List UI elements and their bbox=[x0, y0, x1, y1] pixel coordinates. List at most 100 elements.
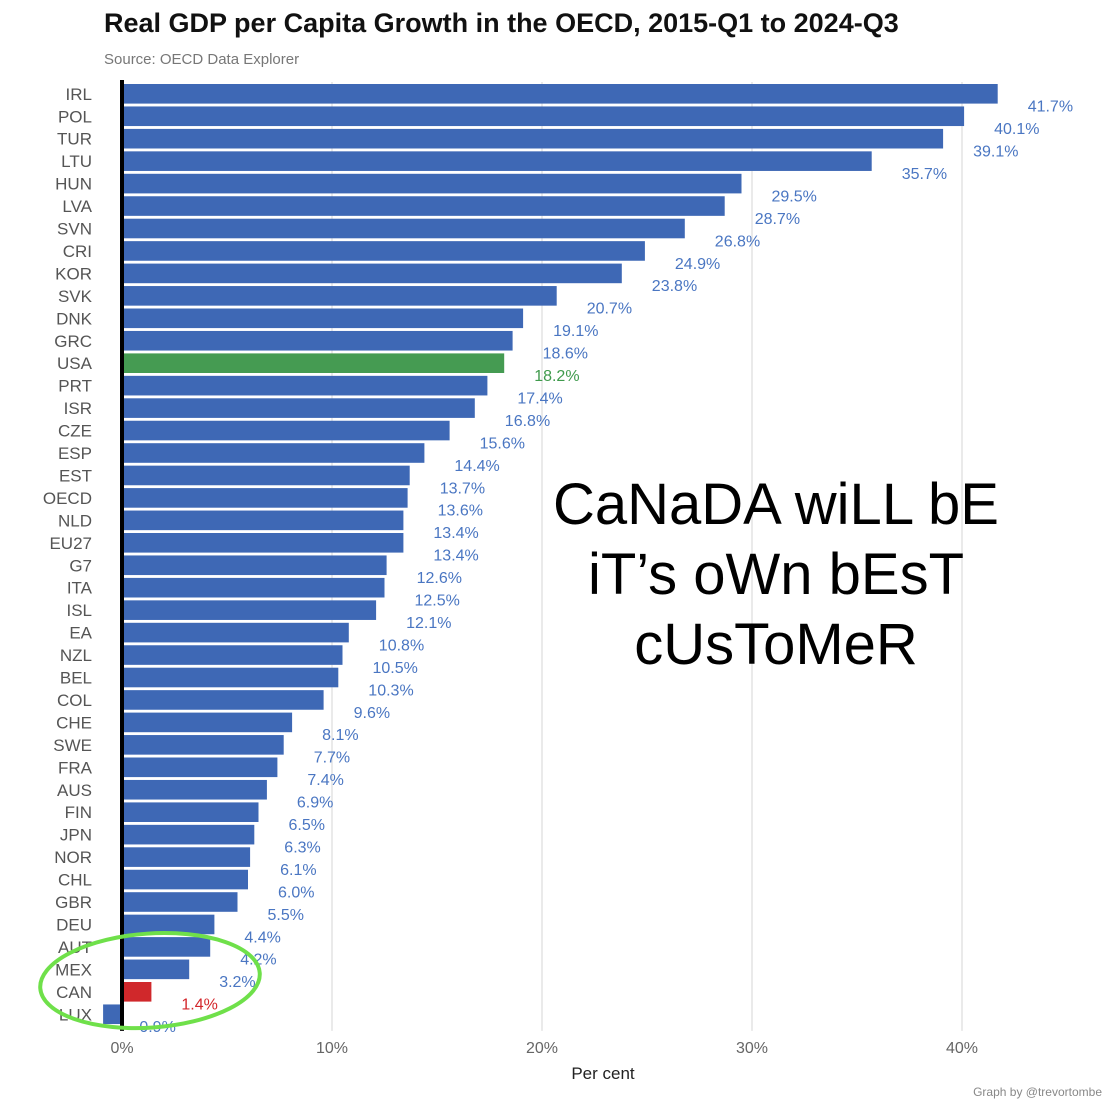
bar bbox=[103, 1004, 122, 1025]
value-label: 19.1% bbox=[553, 323, 598, 340]
value-label: 12.5% bbox=[415, 593, 460, 610]
bar bbox=[122, 645, 343, 665]
bar bbox=[122, 286, 557, 306]
bar bbox=[122, 824, 255, 845]
category-label: LUX bbox=[59, 1005, 92, 1024]
bar bbox=[122, 330, 513, 351]
bar bbox=[122, 443, 425, 463]
category-label: DNK bbox=[56, 309, 93, 328]
bar bbox=[122, 465, 410, 486]
value-label: 1.4% bbox=[181, 997, 217, 1014]
bar bbox=[122, 84, 998, 104]
category-label: SVK bbox=[58, 287, 93, 306]
value-label: 7.7% bbox=[314, 750, 350, 767]
category-label: CHL bbox=[58, 871, 92, 890]
category-label: FRA bbox=[58, 758, 93, 777]
value-label: 14.4% bbox=[454, 458, 499, 475]
category-label: NLD bbox=[58, 511, 92, 530]
bar bbox=[122, 802, 259, 822]
value-label: 6.0% bbox=[278, 884, 314, 901]
bar bbox=[122, 869, 248, 890]
value-label: 6.5% bbox=[289, 817, 325, 834]
bar bbox=[122, 712, 293, 733]
x-tick-label: 40% bbox=[946, 1040, 978, 1057]
category-label: G7 bbox=[69, 556, 92, 575]
bar bbox=[122, 375, 488, 396]
bar bbox=[122, 555, 387, 576]
value-label: 13.7% bbox=[440, 480, 485, 497]
bar bbox=[122, 622, 349, 643]
x-tick-label: 20% bbox=[526, 1040, 558, 1057]
category-label: EA bbox=[69, 624, 92, 643]
x-tick-label: 0% bbox=[110, 1040, 133, 1057]
bar bbox=[122, 600, 377, 620]
value-label: 3.2% bbox=[219, 974, 255, 991]
category-label: KOR bbox=[55, 264, 92, 283]
bar bbox=[122, 196, 725, 216]
category-label: MEX bbox=[55, 960, 92, 979]
value-label: 39.1% bbox=[973, 144, 1018, 161]
category-label: BEL bbox=[60, 669, 92, 688]
value-label: 20.7% bbox=[587, 301, 632, 318]
category-label: LVA bbox=[62, 197, 92, 216]
category-label: DEU bbox=[56, 915, 92, 934]
value-label: 16.8% bbox=[505, 413, 550, 430]
bar bbox=[122, 779, 267, 800]
bar bbox=[122, 353, 505, 373]
value-label: 7.4% bbox=[307, 772, 343, 789]
category-label: GBR bbox=[55, 893, 92, 912]
value-label: 9.6% bbox=[354, 705, 390, 722]
bar bbox=[122, 151, 872, 171]
value-label: 15.6% bbox=[480, 435, 525, 452]
bar bbox=[122, 263, 622, 284]
x-axis-title: Per cent bbox=[571, 1064, 635, 1083]
value-label: 10.5% bbox=[373, 660, 418, 677]
value-label: 35.7% bbox=[902, 166, 947, 183]
bar bbox=[122, 488, 408, 508]
category-label: FIN bbox=[65, 803, 92, 822]
chart-subtitle: Source: OECD Data Explorer bbox=[104, 51, 300, 68]
bar bbox=[122, 914, 215, 935]
category-label: IRL bbox=[66, 85, 92, 104]
value-label: 4.4% bbox=[244, 929, 280, 946]
value-label: 6.3% bbox=[284, 839, 320, 856]
category-label: EU27 bbox=[49, 534, 92, 553]
value-label: 5.5% bbox=[268, 907, 304, 924]
value-label: 18.2% bbox=[534, 368, 579, 385]
category-label: TUR bbox=[57, 130, 92, 149]
meme-caption: CaNaDA wiLL bE iT’s oWn bEsT cUsToMeR bbox=[486, 470, 1066, 680]
category-label: EST bbox=[59, 466, 92, 485]
value-label: 10.8% bbox=[379, 637, 424, 654]
meme-caption-line-1: CaNaDA wiLL bE bbox=[553, 472, 999, 537]
category-label: ISL bbox=[66, 601, 92, 620]
value-label: 13.4% bbox=[433, 525, 478, 542]
category-label: SWE bbox=[53, 736, 92, 755]
value-label: 18.6% bbox=[543, 346, 588, 363]
bar bbox=[122, 420, 450, 441]
value-label: 24.9% bbox=[675, 256, 720, 273]
value-label: 40.1% bbox=[994, 121, 1039, 138]
bar bbox=[122, 510, 404, 531]
bar bbox=[122, 218, 685, 239]
category-label: NOR bbox=[54, 848, 92, 867]
value-label: 6.9% bbox=[297, 795, 333, 812]
category-label: ISR bbox=[64, 399, 92, 418]
value-label: 13.6% bbox=[438, 503, 483, 520]
bar bbox=[122, 892, 238, 912]
value-label: 8.1% bbox=[322, 727, 358, 744]
category-label: ITA bbox=[67, 579, 93, 598]
category-label: CAN bbox=[56, 983, 92, 1002]
value-label: 12.6% bbox=[417, 570, 462, 587]
x-tick-label: 30% bbox=[736, 1040, 768, 1057]
category-label: CHE bbox=[56, 713, 92, 732]
bar bbox=[122, 847, 251, 867]
value-label: 17.4% bbox=[517, 390, 562, 407]
meme-caption-line-2: iT’s oWn bEsT bbox=[587, 542, 964, 607]
value-label: 26.8% bbox=[715, 233, 760, 250]
bar bbox=[122, 757, 278, 778]
bar bbox=[122, 241, 645, 261]
bar bbox=[122, 173, 742, 194]
category-label: PRT bbox=[58, 377, 92, 396]
value-label: 41.7% bbox=[1028, 99, 1073, 116]
